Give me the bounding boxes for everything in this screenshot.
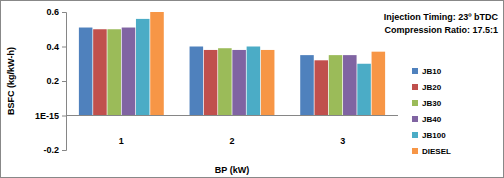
y-tick-mark (62, 150, 66, 151)
bar (343, 55, 357, 115)
bar (93, 29, 107, 115)
x-axis-title: BP (kW) (215, 165, 249, 175)
legend-swatch (412, 132, 418, 138)
legend-label: JB20 (422, 83, 442, 92)
y-tick: 0.6 (46, 7, 66, 17)
y-tick-label: 0.4 (46, 42, 59, 52)
legend-entry: JB40 (412, 115, 442, 124)
x-tick-label: 2 (229, 136, 234, 146)
bar (122, 28, 136, 116)
bar (372, 52, 386, 116)
x-axis: 1 2 3 (67, 136, 399, 150)
bar (261, 50, 275, 116)
plot-area (79, 12, 385, 116)
y-tick-label: 1E-15 (35, 111, 59, 121)
legend-entry: JB100 (412, 131, 446, 140)
legend-entry: JB30 (412, 99, 442, 108)
x-tick: 3 (340, 136, 345, 150)
chart-frame (1, 1, 504, 178)
y-tick: -0.2 (43, 145, 66, 155)
x-axis-line (67, 150, 399, 151)
y-axis: -0.2 1E-15 0.2 0.4 0.6 (35, 7, 67, 155)
y-axis-line (62, 13, 67, 151)
legend-label: JB10 (422, 67, 442, 76)
bar (329, 55, 343, 115)
legend-label: JB40 (422, 115, 442, 124)
y-tick: 1E-15 (35, 111, 66, 121)
x-tick-label: 3 (340, 136, 345, 146)
bar (247, 47, 261, 116)
legend-swatch (412, 100, 418, 106)
x-tick-label: 1 (119, 136, 124, 146)
y-tick: 0.4 (46, 42, 66, 52)
legend: JB10 JB20 JB30 JB40 JB100 DIESEL (412, 67, 451, 156)
annotation: Injection Timing: 23º bTDC (384, 12, 499, 22)
legend-swatch (412, 68, 418, 74)
x-tick: 1 (119, 136, 124, 150)
bar-series (150, 12, 385, 116)
bar (218, 48, 232, 115)
bar (79, 28, 93, 116)
bar (314, 60, 328, 115)
bar (300, 55, 314, 115)
y-axis-title: BSFC (kg/kW-h) (6, 47, 16, 115)
baseline (66, 115, 398, 116)
bar (357, 64, 371, 116)
bar-series (79, 28, 314, 116)
bar (150, 12, 164, 116)
bar (232, 50, 246, 116)
bar (190, 47, 204, 116)
bar (204, 50, 218, 116)
y-tick-label: 0.2 (46, 76, 59, 86)
legend-swatch (412, 84, 418, 90)
legend-swatch (412, 116, 418, 122)
y-tick-mark (62, 116, 66, 117)
legend-label: JB30 (422, 99, 442, 108)
bar (107, 29, 121, 115)
bar (136, 19, 150, 116)
y-tick-mark (62, 81, 66, 82)
legend-label: DIESEL (422, 147, 451, 156)
y-tick-label: -0.2 (43, 145, 59, 155)
annotation: Compression Ratio: 17.5:1 (384, 25, 498, 35)
legend-entry: JB20 (412, 83, 442, 92)
bar-series (136, 19, 371, 116)
y-tick-label: 0.6 (46, 7, 59, 17)
y-tick-mark (62, 47, 66, 48)
y-tick-mark (62, 12, 66, 13)
legend-entry: JB10 (412, 67, 442, 76)
legend-label: JB100 (422, 131, 446, 140)
y-tick: 0.2 (46, 76, 66, 86)
chart-svg: -0.2 1E-15 0.2 0.4 0.6 1 2 3 BSFC (kg/kW-h) BP (k… (0, 0, 504, 178)
chart-container: -0.2 1E-15 0.2 0.4 0.6 1 2 3 BSFC (kg/kW-h) BP (k… (0, 0, 504, 178)
legend-swatch (412, 148, 418, 154)
x-tick: 2 (229, 136, 234, 150)
legend-entry: DIESEL (412, 147, 451, 156)
